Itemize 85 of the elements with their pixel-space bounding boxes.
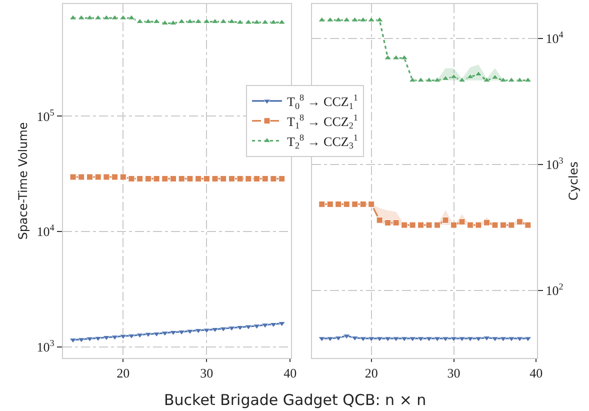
y-axis-title: Cycles xyxy=(566,161,581,201)
point xyxy=(128,175,135,182)
y-tick-label: 10$^{4}$ xyxy=(546,30,564,46)
point xyxy=(500,222,506,228)
point xyxy=(318,200,326,208)
point xyxy=(195,175,202,182)
y-tick-label: 10$^{3}$ xyxy=(36,338,55,354)
point xyxy=(335,200,342,208)
point xyxy=(442,216,449,224)
x-tick-label: 40 xyxy=(284,366,297,381)
point xyxy=(178,175,185,182)
point xyxy=(426,222,432,228)
point xyxy=(220,175,227,182)
point xyxy=(262,175,268,182)
point xyxy=(170,175,176,182)
point xyxy=(516,218,523,226)
point xyxy=(450,74,458,79)
point xyxy=(483,77,490,82)
point xyxy=(466,336,474,342)
point xyxy=(86,14,94,20)
point xyxy=(270,175,277,182)
point xyxy=(112,174,118,180)
point xyxy=(254,175,260,182)
point xyxy=(500,77,507,82)
point xyxy=(111,14,118,20)
point xyxy=(475,222,482,228)
point xyxy=(492,222,498,228)
point xyxy=(466,74,474,79)
point xyxy=(111,335,118,340)
point xyxy=(458,218,466,226)
point xyxy=(78,174,85,180)
x-tick-label: 20 xyxy=(364,366,378,381)
x-tick-label: 20 xyxy=(116,366,130,381)
point xyxy=(186,175,194,182)
point xyxy=(466,222,474,228)
point xyxy=(352,200,358,208)
point xyxy=(508,222,515,228)
point xyxy=(253,19,260,24)
point xyxy=(170,330,177,336)
point xyxy=(450,336,458,342)
point xyxy=(343,200,350,208)
point xyxy=(86,174,93,180)
point xyxy=(360,200,366,208)
point xyxy=(136,175,144,182)
point xyxy=(417,336,424,342)
point xyxy=(450,222,458,228)
x-tick-label: 40 xyxy=(530,366,543,381)
x-tick-label: 30 xyxy=(200,366,214,381)
point xyxy=(434,222,441,228)
point xyxy=(103,174,110,180)
point xyxy=(278,175,286,182)
x-axis-title: Bucket Brigade Gadget QCB: n × n xyxy=(164,391,426,409)
y-tick-label: 10$^{3}$ xyxy=(546,156,564,172)
point xyxy=(483,219,490,226)
y-tick-label: 10$^{4}$ xyxy=(36,222,55,240)
point xyxy=(153,175,160,182)
y-tick-label: 10$^{5}$ xyxy=(36,107,55,124)
point xyxy=(368,200,375,208)
point xyxy=(392,220,400,226)
point xyxy=(434,77,441,82)
x-tick-label: 30 xyxy=(447,366,460,381)
point xyxy=(418,222,424,228)
point xyxy=(203,175,210,182)
point xyxy=(434,336,441,342)
point xyxy=(162,175,168,182)
point xyxy=(409,222,416,228)
point xyxy=(212,175,218,182)
point xyxy=(500,336,507,342)
point xyxy=(376,216,383,224)
point xyxy=(326,200,334,208)
point xyxy=(70,174,76,180)
point xyxy=(524,222,532,228)
point xyxy=(120,174,126,180)
point xyxy=(228,175,235,182)
point xyxy=(401,222,408,228)
point xyxy=(94,174,102,180)
point xyxy=(384,220,392,226)
point xyxy=(253,324,260,330)
point xyxy=(144,175,152,182)
y-axis-title: Space-Time Volume xyxy=(16,122,30,240)
point xyxy=(417,77,424,82)
point xyxy=(86,336,94,342)
y-tick-label: 10$^{2}$ xyxy=(546,281,564,298)
point xyxy=(245,175,252,182)
point xyxy=(236,175,244,182)
